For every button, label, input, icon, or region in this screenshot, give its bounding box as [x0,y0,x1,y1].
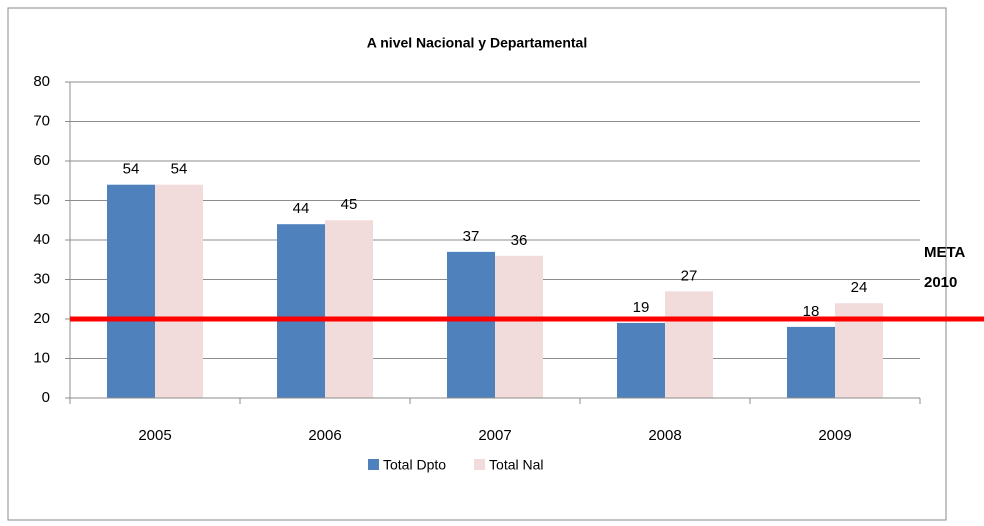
x-tick-label: 2009 [818,427,851,444]
bar [325,220,373,398]
bar [447,251,495,398]
x-tick-label: 2008 [648,427,681,444]
x-tick-label: 2007 [478,427,511,444]
data-label: 37 [463,228,480,245]
legend-swatch [368,459,379,470]
legend-swatch [474,459,486,470]
y-tick-label: 50 [33,191,50,208]
bar [787,326,835,398]
bar [665,291,713,398]
x-tick-label: 2005 [138,427,171,444]
y-tick-label: 20 [33,310,50,327]
y-tick-label: 80 [33,73,50,90]
bar [155,184,203,398]
y-tick-label: 0 [42,389,50,406]
y-tick-label: 10 [33,349,50,366]
bar [617,322,665,398]
bar [107,184,155,398]
chart-title: A nivel Nacional y Departamental [367,35,587,51]
data-label: 45 [341,196,358,213]
data-label: 54 [123,161,140,178]
y-tick-label: 60 [33,152,50,169]
y-tick-label: 70 [33,112,50,129]
data-label: 18 [803,303,820,320]
legend-label: Total Nal [489,457,543,473]
legend-label: Total Dpto [383,457,446,473]
annotation: 2010 [924,274,957,291]
bar [495,255,543,398]
data-label: 36 [511,232,528,249]
y-tick-label: 30 [33,270,50,287]
x-tick-label: 2006 [308,427,341,444]
y-tick-label: 40 [33,231,50,248]
data-label: 27 [681,267,698,284]
annotation: META [924,244,966,261]
bar [277,224,325,398]
data-label: 24 [851,279,868,296]
data-label: 19 [633,299,650,316]
data-label: 54 [171,161,188,178]
data-label: 44 [293,200,310,217]
